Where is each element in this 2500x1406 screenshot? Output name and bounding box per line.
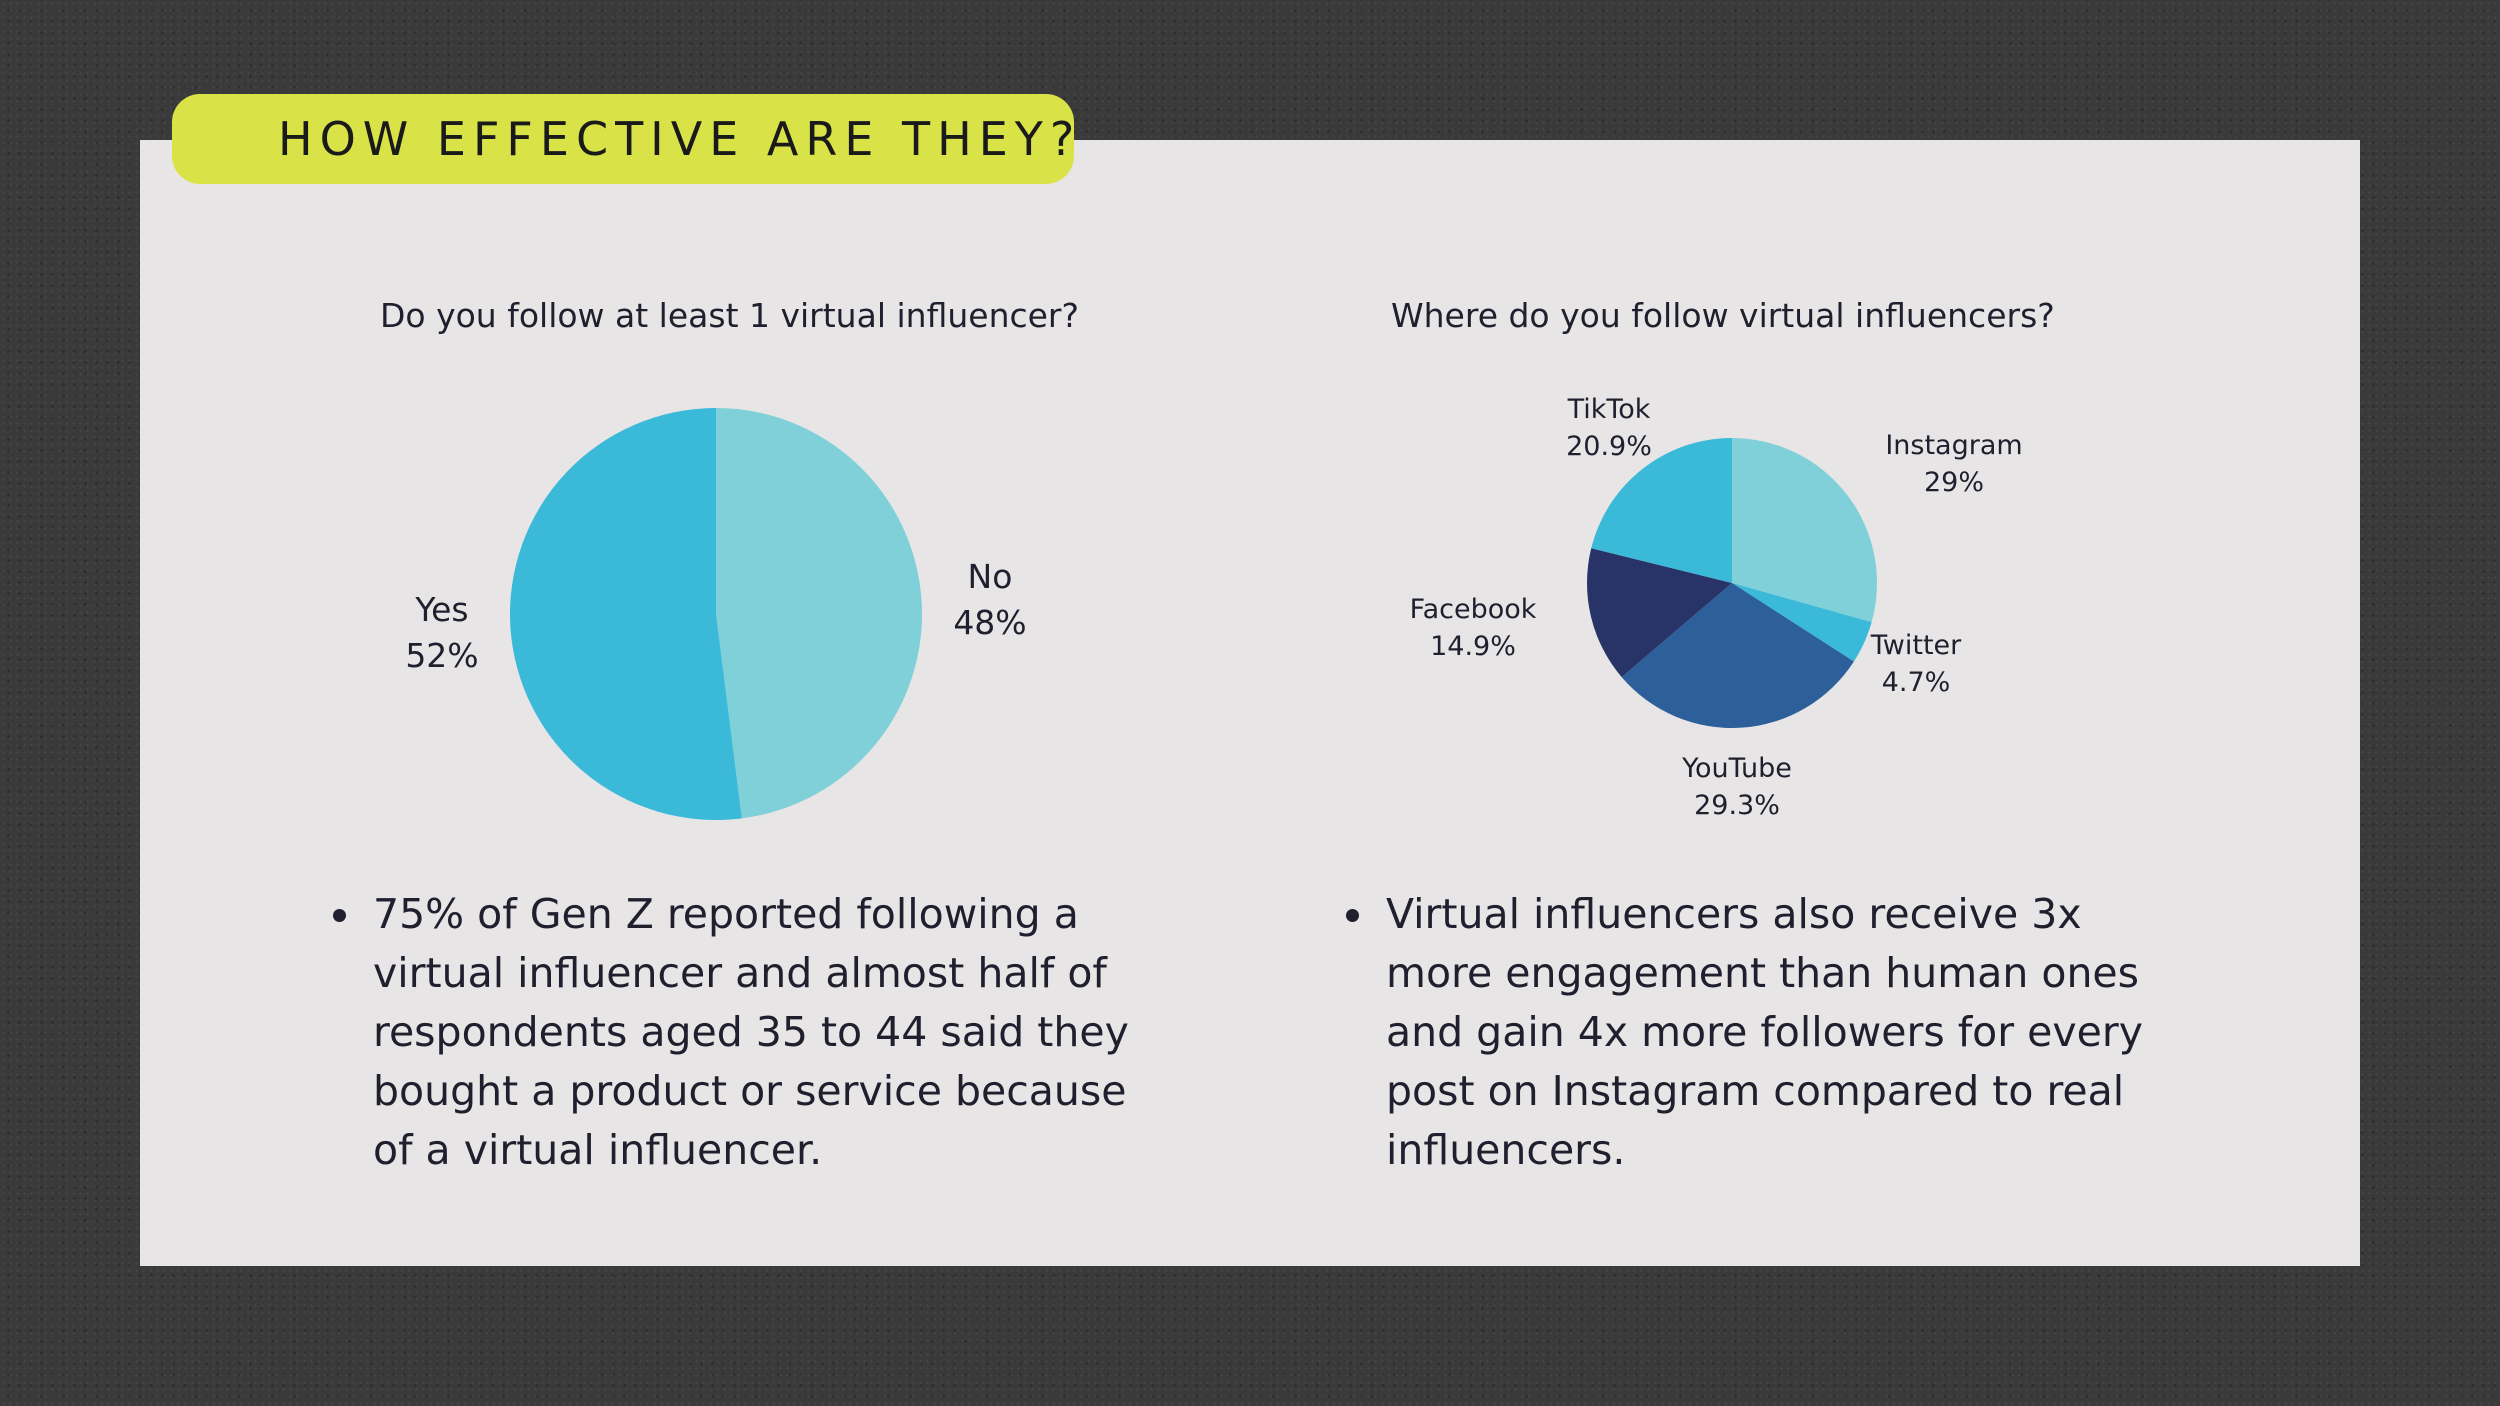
pie-slice-no [716,408,923,819]
right-note: Virtual influencers also receive 3x more… [1346,885,2166,1180]
bullet-dot [333,909,346,922]
section-title: HOW EFFECTIVE ARE THEY? [278,112,1082,166]
pie-label-no: No 48% [953,557,1026,642]
pie-slice-twitter [1732,583,1872,662]
pie-label-yes: Yes 52% [405,590,478,675]
pie-slice-instagram [1732,438,1877,623]
chart-1-title: Do you follow at least 1 virtual influen… [380,296,1080,335]
pie-slice-youtube [1621,583,1854,728]
left-note-text: 75% of Gen Z reported following a virtua… [373,890,1129,1174]
pie-label-youtube: YouTube 29.3% [1681,753,1792,821]
pie-label-tiktok: TikTok 20.9% [1566,394,1652,462]
pie-slice-facebook [1587,548,1732,678]
pie-label-facebook: Facebook 14.9% [1410,594,1537,662]
pie-chart-platforms: Instagram 29% Twitter 4.7% YouTube 29.3% Faceb… [1410,394,2023,821]
chart-2-title: Where do you follow virtual influencers? [1391,296,2055,335]
content-panel [140,140,2360,1266]
pie-slice-tiktok [1591,438,1732,583]
bullet-dot [1346,909,1359,922]
pie-chart-follow: No 48% Yes 52% [405,408,1027,820]
section-title-pill: HOW EFFECTIVE ARE THEY? [172,94,1074,184]
pie-label-instagram: Instagram 29% [1885,430,2022,498]
pie-slice-yes [510,408,742,820]
pie-label-twitter: Twitter 4.7% [1870,630,1962,698]
right-note-text: Virtual influencers also receive 3x more… [1386,890,2143,1174]
left-note: 75% of Gen Z reported following a virtua… [333,885,1153,1180]
